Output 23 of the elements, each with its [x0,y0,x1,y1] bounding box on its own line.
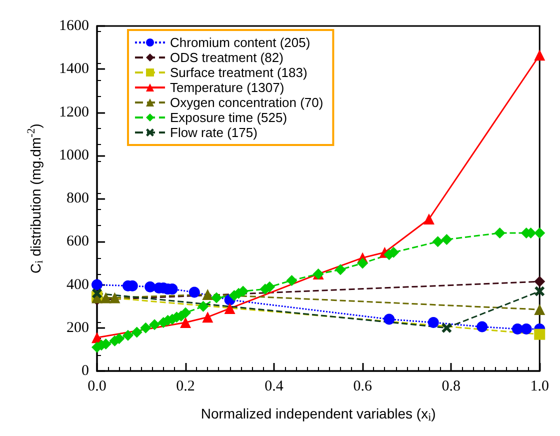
y-tick-label: 0 [82,363,89,379]
x-tick-label: 1.0 [530,378,549,394]
x-tick-label: 0.0 [88,378,106,394]
x-tick-label: 0.6 [353,378,372,394]
y-tick-label: 200 [66,320,89,336]
legend-label: Surface treatment (183) [170,65,308,80]
y-tick-label: 1400 [59,61,89,78]
x-tick-label: 0.8 [442,378,460,394]
y-tick-label: 1000 [59,147,89,164]
x-tick-label: 0.2 [176,378,195,394]
y-tick-label: 800 [66,190,89,206]
legend-label: Oxygen concentration (70) [170,95,324,110]
legend-label: Exposure time (525) [170,110,288,125]
legend-label: Flow rate (175) [170,125,258,140]
x-tick-label: 0.4 [264,378,284,394]
y-tick-label: 1200 [59,104,89,120]
y-tick-label: 400 [66,276,89,293]
legend-label: Temperature (1307) [170,80,284,95]
legend-label: ODS treatment (82) [170,50,284,65]
y-tick-label: 1600 [59,18,89,34]
y-tick-label: 600 [66,234,89,250]
legend-label: Chromium content (205) [170,35,310,50]
y-axis-title: Ci distribution (mg.dm-2) [26,124,46,274]
